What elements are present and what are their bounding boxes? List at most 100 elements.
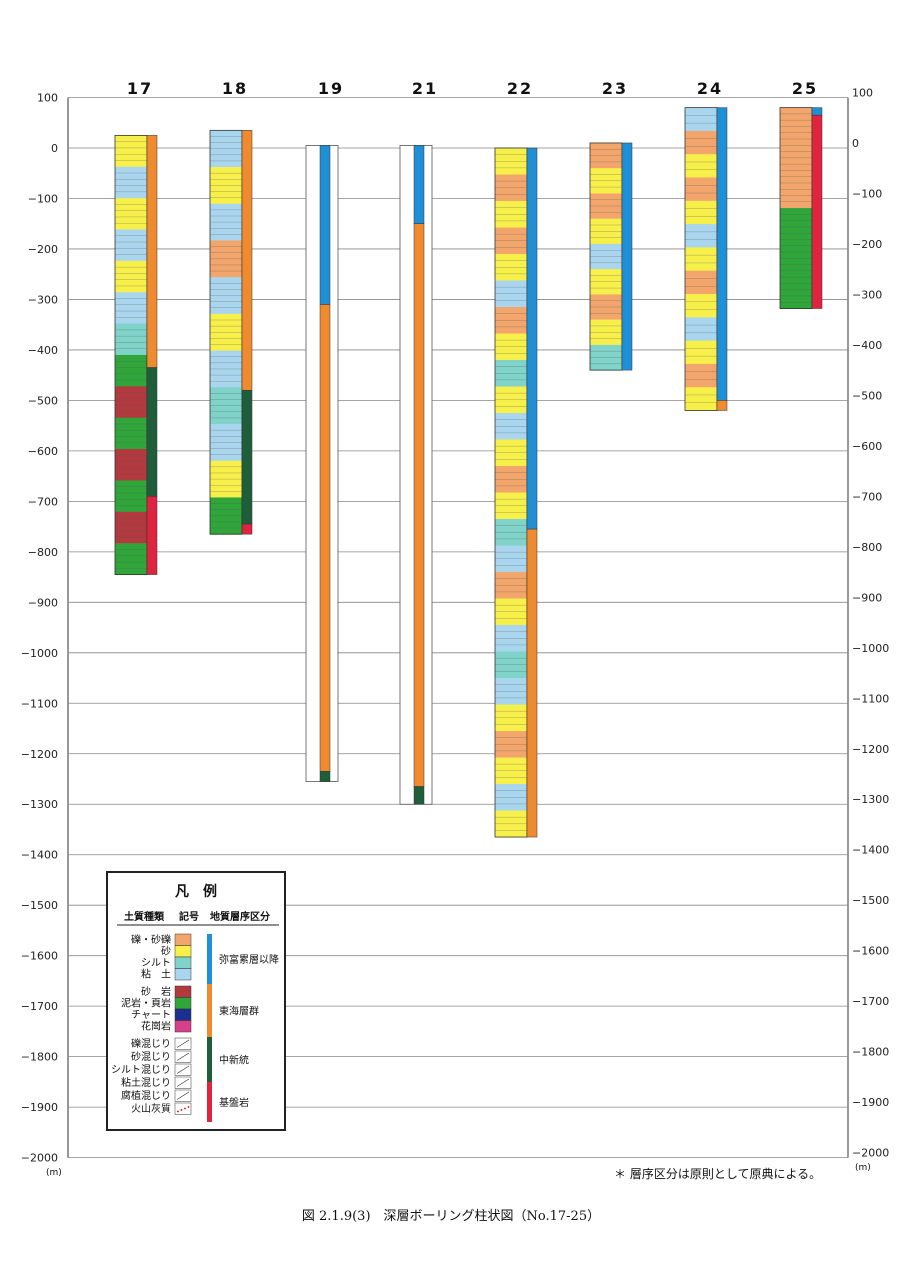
left-depth-axis: 100 0 −100 −200 −300 −400 −500 −600 −700 −800 −900… [21, 92, 58, 1165]
legend-frame [106, 871, 286, 1131]
litho-layer-sand [590, 218, 622, 245]
litho-layer-sand [685, 340, 717, 365]
legend-soil-label: 泥岩・頁岩 [121, 997, 171, 1010]
litho-layer-silt [115, 323, 147, 356]
stratum-yatomi [811, 107, 823, 116]
legend-soil-swatch [174, 1020, 192, 1033]
litho-layer-clay [590, 243, 622, 270]
stratum-yatomi [413, 145, 425, 224]
left-tick-label: −1700 [21, 1000, 58, 1013]
litho-layer-gravel [495, 227, 527, 255]
legend-mixture-hatch [176, 1052, 190, 1061]
right-tick-label: −900 [852, 591, 882, 604]
litho-layer-sand [495, 757, 527, 785]
left-tick-label: −1100 [21, 697, 58, 710]
left-tick-label: −1300 [21, 798, 58, 811]
litho-layer-gravel [495, 174, 527, 202]
figure-caption: 図 2.1.9(3) 深層ボーリング柱状図（No.17-25） [301, 1209, 601, 1224]
litho-layer-sand [495, 254, 527, 282]
stratum-kiban [811, 114, 823, 309]
right-tick-label: −400 [852, 339, 882, 352]
legend-mixture-label: シルト混じり [111, 1064, 171, 1076]
litho-layer-sand [495, 492, 527, 520]
litho-layer-clay [210, 130, 242, 168]
litho-layer-sand [210, 313, 242, 352]
borehole-label: 22 [507, 79, 533, 98]
litho-layer-sand [590, 269, 622, 295]
borehole-21: 21 [399, 79, 436, 805]
litho-layer-sand [115, 135, 147, 168]
right-tick-label: −600 [852, 440, 882, 453]
stratum-chushinto [319, 771, 331, 782]
legend-stratum-label: 中新統 [219, 1054, 249, 1067]
legend-stratum-label: 基盤岩 [219, 1096, 249, 1109]
litho-layer-sand [685, 294, 717, 318]
legend-stratum-bar [207, 1082, 212, 1122]
right-tick-label: −700 [852, 490, 882, 503]
left-tick-label: −1600 [21, 950, 58, 963]
right-depth-axis: 100 0 −100 −200 −300 −400 −500 −600 −700 −800 −900… [852, 87, 889, 1160]
litho-layer-sand [590, 168, 622, 194]
litho-layer-gravel [210, 240, 242, 278]
litho-layer-sand [115, 198, 147, 230]
litho-layer-gravel [685, 177, 717, 202]
litho-layer-gravel [495, 731, 527, 759]
legend-soil-label: 花崗岩 [141, 1020, 171, 1033]
legend-mixture-label: 礫混じり [131, 1037, 171, 1050]
litho-layer-sandstone [115, 449, 147, 481]
legend-stratum-label: 弥富累層以降 [219, 953, 279, 966]
right-tick-label: −100 [852, 187, 882, 200]
borehole-18: 18 [209, 79, 253, 535]
litho-layer-sand [685, 154, 717, 179]
legend-soil-label: 砂 岩 [141, 985, 171, 998]
legend-stratum-bar [207, 934, 212, 984]
litho-layer-clay [495, 413, 527, 441]
right-tick-label: 0 [852, 137, 859, 150]
legend-mixture-swatch [174, 1102, 192, 1115]
right-tick-label: −200 [852, 238, 882, 251]
borehole-label: 19 [318, 79, 344, 98]
left-tick-label: −600 [28, 445, 58, 458]
litho-layer-sand [495, 333, 527, 361]
litho-layer-sand [495, 704, 527, 732]
stratum-chushinto [146, 367, 158, 497]
litho-layer-sand [685, 387, 717, 411]
borehole-label: 23 [602, 79, 628, 98]
litho-layer-clay [495, 280, 527, 308]
litho-layer-clay [115, 229, 147, 262]
borehole-label: 17 [127, 79, 153, 98]
legend-mixture-hatch [176, 1078, 190, 1087]
litho-layer-gravel [590, 193, 622, 220]
borehole-label: 18 [222, 79, 248, 98]
litho-layer-silt [495, 651, 527, 679]
right-tick-label: −300 [852, 288, 882, 301]
legend-soil-label: 砂 [161, 945, 171, 958]
litho-layer-gravel [495, 307, 527, 335]
litho-layer-gravel [685, 363, 717, 388]
borehole-17: 17 [114, 79, 158, 576]
right-tick-label: −1800 [852, 1046, 889, 1059]
litho-layer-clay [495, 625, 527, 653]
legend-soil-swatch [174, 933, 192, 946]
litho-layer-sand [685, 200, 717, 225]
right-tick-label: 100 [852, 87, 873, 100]
stratum-tokai [241, 130, 253, 391]
left-tick-label: −800 [28, 546, 58, 559]
legend-col1-header: 土質種類 [124, 910, 165, 923]
litho-layer-mudstone [115, 354, 147, 387]
litho-layer-gravel [590, 294, 622, 321]
legend-col3-header: 地質層序区分 [210, 910, 270, 923]
legend-mixture-label: 砂混じり [131, 1050, 171, 1063]
legend-soil-swatch [174, 968, 192, 981]
litho-layer-gravel [590, 142, 622, 169]
legend-soil-label: 粘 土 [141, 968, 171, 981]
legend-soil-label: 礫・砂礫 [131, 933, 171, 946]
litho-layer-sand [210, 460, 242, 498]
litho-layer-clay [210, 203, 242, 241]
borehole-label: 25 [792, 79, 818, 98]
right-tick-label: −800 [852, 541, 882, 554]
litho-layer-sand [495, 386, 527, 414]
right-tick-label: −2000 [852, 1147, 889, 1160]
left-tick-label: −500 [28, 394, 58, 407]
